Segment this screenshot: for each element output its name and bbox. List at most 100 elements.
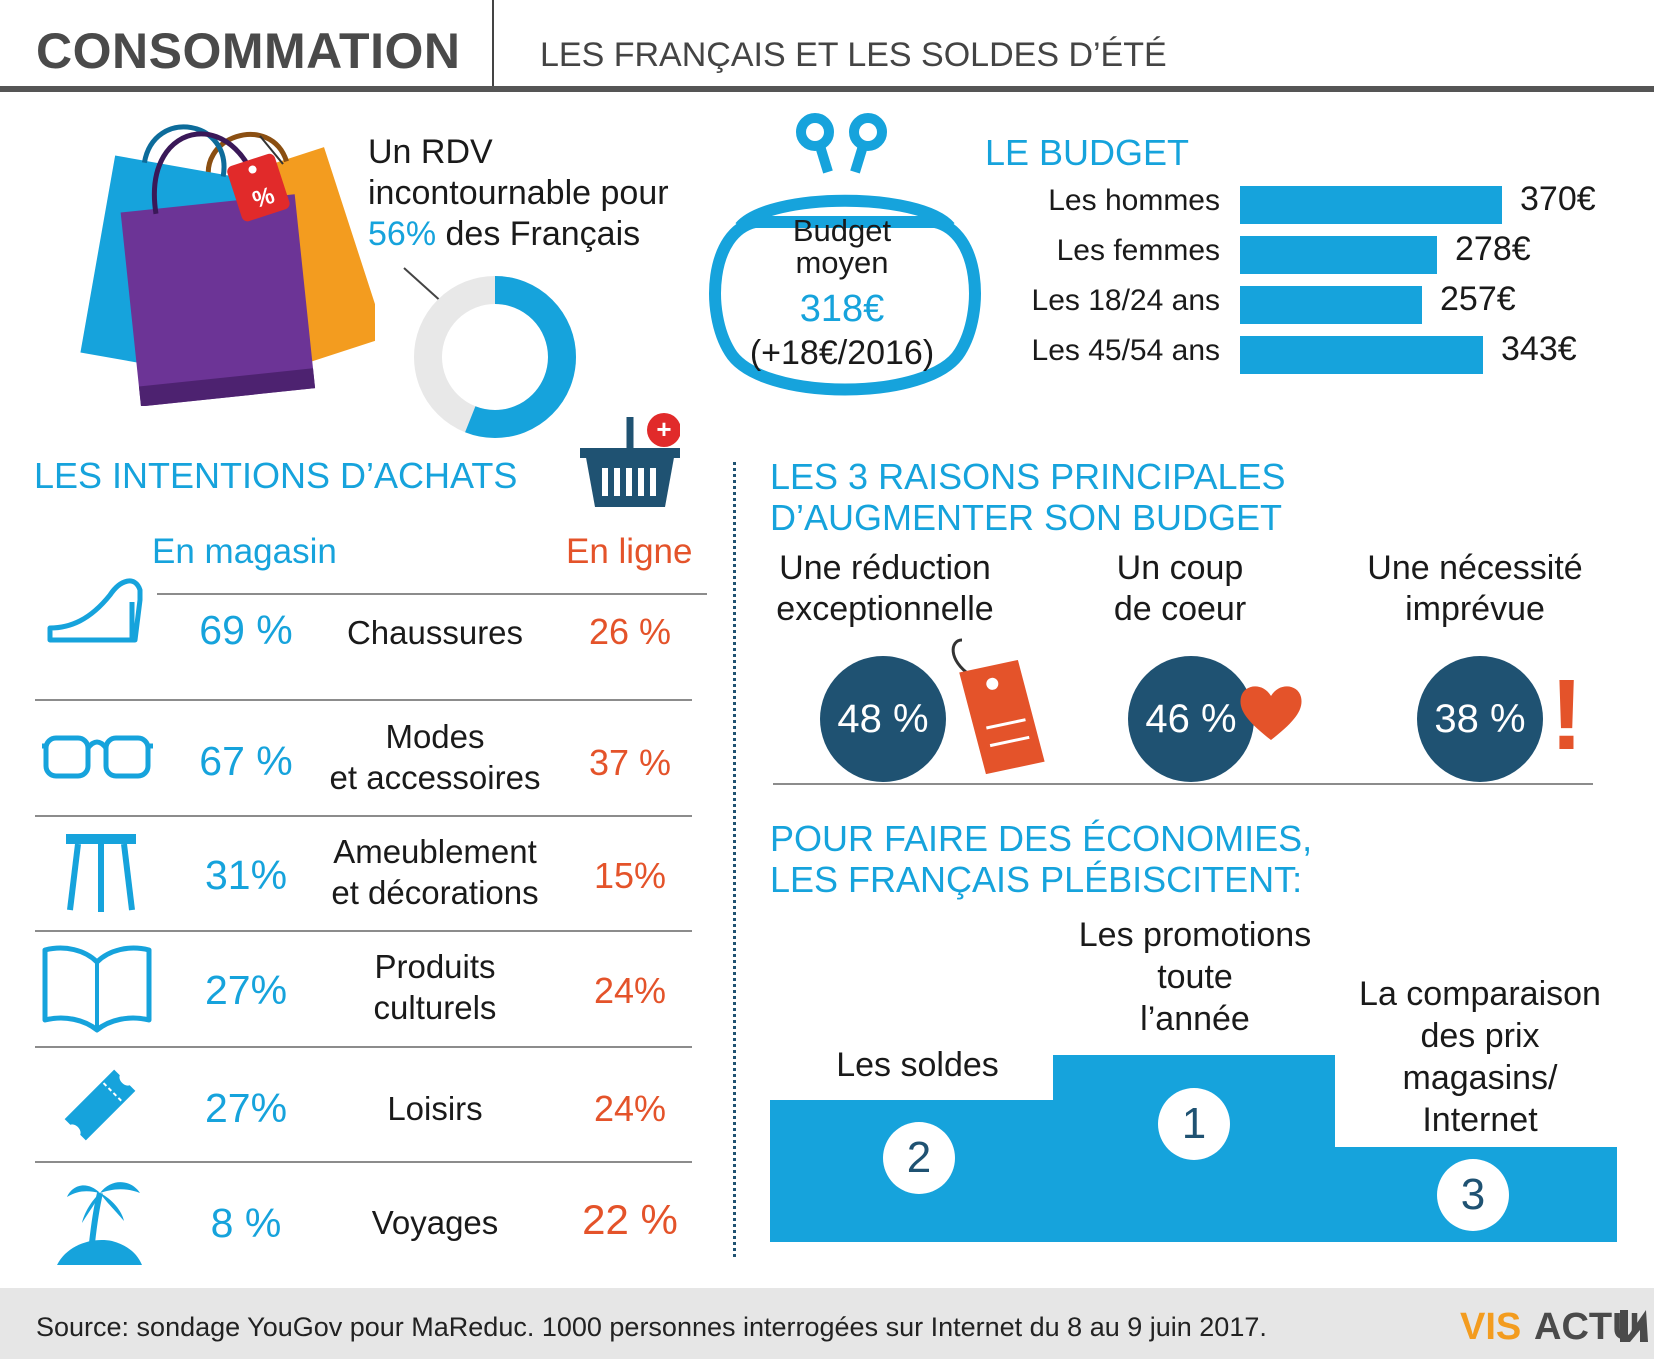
rdv-line2: incontournable pour [368, 174, 669, 212]
reason-0-label: Une réduction exceptionnelle [735, 548, 1035, 630]
budget-label-1: Les femmes [1056, 234, 1220, 267]
reason-0-label-line1: Une réduction [779, 549, 991, 587]
table-row-3-magasin: 27% [204, 967, 288, 1013]
reason-0-percent: 48 % [820, 656, 946, 782]
purse-label: Budget moyen [722, 215, 962, 279]
budget-label-0: Les hommes [1048, 184, 1220, 217]
rdv-pointer-line [403, 267, 445, 305]
row-divider [35, 815, 692, 817]
shopping-bags-icon: % [80, 124, 375, 406]
podium-first-label-line2: toute [1157, 958, 1233, 996]
budget-bar-0 [1240, 186, 1502, 224]
reasons-baseline [773, 783, 1593, 785]
source-note: Source: sondage YouGov pour MaReduc. 100… [36, 1312, 1267, 1342]
row-divider [35, 930, 692, 932]
row-divider [35, 1046, 692, 1048]
podium-third-label-line4: Internet [1422, 1101, 1538, 1139]
budget-title: LE BUDGET [985, 132, 1190, 173]
row-divider [35, 699, 692, 701]
table-row-3-category: Produits culturels [300, 946, 570, 1028]
donut-slice-56 [414, 276, 576, 438]
table-row-3-category-line1: Produits [374, 948, 496, 985]
table-row-2-category-line1: Ameublement [333, 833, 537, 870]
row-divider [35, 1161, 692, 1163]
reason-2-percent: 38 % [1417, 656, 1543, 782]
podium-rank-1: 1 [1158, 1088, 1230, 1160]
table-row-1-category: Modes et accessoires [300, 716, 570, 798]
budget-label-2: Les 18/24 ans [1031, 284, 1220, 317]
reasons-title: LES 3 RAISONS PRINCIPALES D’AUGMENTER SO… [770, 456, 1286, 538]
podium-third-label-line1: La comparaison [1359, 975, 1601, 1013]
economies-title-line1: POUR FAIRE DES ÉCONOMIES, [770, 818, 1313, 859]
logo-vis: VIS [1460, 1306, 1522, 1348]
budget-value-2: 257€ [1440, 280, 1516, 318]
table-row-2-magasin: 31% [204, 852, 288, 898]
table-row-0-magasin: 69 % [199, 607, 293, 653]
table-row-4-magasin: 27% [204, 1085, 288, 1131]
podium-third-label: La comparaison des prix magasins/ Intern… [1335, 973, 1625, 1141]
table-row-1-magasin: 67 % [199, 738, 293, 784]
book-icon [42, 945, 152, 1033]
podium-first-label-line1: Les promotions [1078, 916, 1312, 954]
table-row-5-magasin: 8 % [210, 1200, 282, 1246]
basket-badge: + [656, 414, 671, 444]
podium-first-label: Les promotions toute l’année [1040, 914, 1350, 1040]
page-subtitle: LES FRANÇAIS ET LES SOLDES D’ÉTÉ [540, 36, 1167, 74]
purse-line2: moyen [795, 245, 889, 280]
ticket-icon [64, 1069, 136, 1141]
table-row-0-ligne: 26 % [588, 611, 672, 652]
row-divider [157, 593, 707, 595]
reason-1-label-line1: Un coup [1116, 549, 1244, 587]
logo-mark-icon [1620, 1310, 1648, 1342]
shoe-icon [47, 578, 143, 643]
reason-2-label: Une nécessité imprévue [1325, 548, 1625, 630]
purse-icon [709, 113, 981, 396]
reason-2-label-line2: imprévue [1405, 590, 1545, 628]
budget-value-3: 343€ [1501, 330, 1577, 368]
table-row-1-ligne: 37 % [588, 742, 672, 783]
budget-value-1: 278€ [1455, 230, 1531, 268]
reason-0-label-line2: exceptionnelle [776, 590, 994, 628]
exclamation-icon: ! [1550, 659, 1584, 771]
reasons-title-line1: LES 3 RAISONS PRINCIPALES [770, 456, 1286, 497]
intentions-title: LES INTENTIONS D’ACHATS [34, 455, 518, 496]
palm-island-icon [57, 1182, 142, 1265]
rdv-line1: Un RDV [368, 133, 493, 171]
economies-title: POUR FAIRE DES ÉCONOMIES, LES FRANÇAIS P… [770, 818, 1312, 900]
rdv-line3: des Français [436, 215, 641, 253]
budget-bar-1 [1240, 236, 1437, 274]
podium-rank-2: 2 [883, 1122, 955, 1194]
stool-icon [66, 834, 136, 912]
table-row-1-category-line2: et accessoires [329, 759, 541, 796]
section-divider [733, 462, 736, 1257]
budget-bar-3 [1240, 336, 1483, 374]
reason-1-label: Un coup de coeur [1030, 548, 1330, 630]
podium-first-label-line3: l’année [1140, 1000, 1250, 1038]
purse-delta: (+18€/2016) [749, 334, 935, 372]
column-header-magasin: En magasin [152, 532, 337, 571]
page-title: CONSOMMATION [36, 23, 461, 79]
header-rule [0, 86, 1654, 92]
table-row-5-ligne: 22 % [582, 1196, 678, 1243]
header-divider [492, 0, 494, 86]
rdv-donut-chart [414, 276, 576, 438]
table-row-2-ligne: 15% [593, 855, 667, 896]
rdv-percent: 56% [368, 215, 437, 253]
podium-rank-3: 3 [1437, 1159, 1509, 1231]
table-row-3-ligne: 24% [593, 970, 667, 1011]
reason-2-label-line1: Une nécessité [1367, 549, 1583, 587]
footer [0, 1288, 1654, 1359]
economies-title-line2: LES FRANÇAIS PLÉBISCITENT: [770, 859, 1303, 900]
podium-third-label-line2: des prix [1420, 1017, 1540, 1055]
table-row-5-category: Voyages [371, 1204, 499, 1241]
reason-1-percent: 46 % [1128, 656, 1254, 782]
table-row-4-ligne: 24% [593, 1088, 667, 1129]
column-header-ligne: En ligne [566, 532, 693, 571]
price-tag-icon [951, 638, 1045, 775]
rdv-statement: Un RDV incontournable pour 56% des Franç… [368, 132, 669, 255]
table-row-2-category-line2: et décorations [331, 874, 539, 911]
table-row-0-category: Chaussures [346, 614, 524, 651]
glasses-icon [42, 735, 153, 779]
purse-value: 318€ [799, 288, 885, 330]
basket-icon: + [580, 413, 680, 507]
